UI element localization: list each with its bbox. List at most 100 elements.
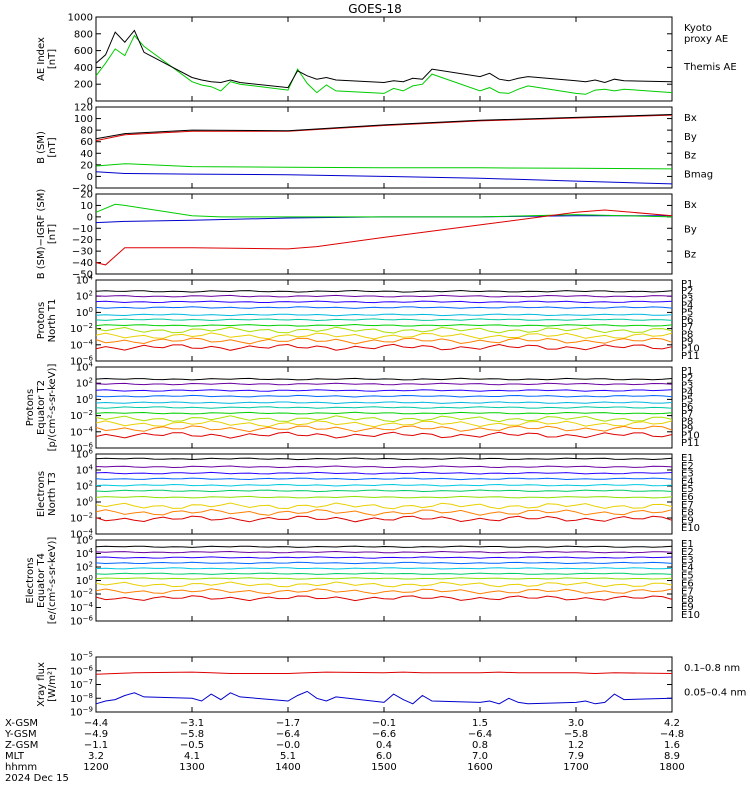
y-tick-label: 120 [74, 103, 93, 114]
y-tick-label: 102 [76, 377, 93, 390]
x-row-value: 4.1 [184, 751, 200, 762]
x-row-value: 3.2 [88, 751, 104, 762]
legend-label: Kyoto [684, 23, 712, 34]
channel-label: E2 [681, 547, 694, 558]
y-axis-label: ProtonsNorth T1 [36, 299, 58, 343]
series-line-0-05-0-4-nm [95, 690, 673, 705]
channel-line-e9 [95, 588, 673, 595]
channel-line-e7 [95, 577, 673, 580]
y-tick-label: 10−6 [70, 355, 94, 368]
y-tick-label: 10−6 [70, 442, 94, 455]
legend-label: Bz [684, 249, 696, 260]
x-row-value: 1300 [179, 762, 204, 773]
y-tick-label: −50 [72, 270, 93, 281]
series-line-kyoto-proxy-ae [95, 34, 673, 95]
legend-label: 0.05–0.4 nm [684, 688, 746, 699]
y-tick-label: 10 [80, 201, 93, 212]
y-tick-label: 40 [80, 149, 93, 160]
y-tick-label: 102 [76, 561, 93, 574]
y-tick-label: −20 [72, 235, 93, 246]
x-row-value: 7.0 [472, 751, 488, 762]
channel-label: E3 [681, 469, 694, 480]
channel-label: E4 [681, 476, 694, 487]
y-tick-label: 106 [76, 534, 94, 547]
y-tick-label: 0 [87, 172, 93, 183]
channel-line-e2 [95, 550, 673, 554]
x-row-value: 1400 [275, 762, 300, 773]
channel-label: P8 [681, 416, 693, 427]
y-tick-label: 100 [76, 496, 93, 509]
y-tick-label: 10−7 [70, 678, 93, 691]
y-tick-label: 800 [74, 29, 93, 40]
y-tick-label: −40 [72, 258, 93, 269]
channel-label: P8 [681, 329, 693, 340]
y-tick-label: 106 [76, 448, 94, 461]
y-axis-label: ProtonsEquator T2[p/(cm²-s-sr-keV)] [25, 364, 58, 452]
x-row-value: 1500 [371, 762, 396, 773]
y-tick-label: 10−5 [70, 651, 93, 664]
x-row-value: 1.6 [664, 740, 680, 751]
channel-line-e3 [95, 556, 673, 559]
y-axis-label: ElectronsNorth T3 [36, 471, 58, 517]
channel-line-e5 [95, 567, 673, 570]
x-row-value: −6.4 [468, 729, 492, 740]
legend-label: Bx [684, 200, 697, 211]
channel-line-p4 [95, 394, 673, 398]
series-line-by [95, 163, 673, 170]
y-tick-label: 100 [76, 574, 93, 587]
channel-line-e5 [95, 483, 673, 487]
channel-line-p5 [95, 401, 673, 405]
y-axis-label: AE Index[nT] [36, 37, 58, 81]
channel-line-p2 [95, 382, 673, 386]
y-tick-label: 10−4 [70, 338, 94, 351]
y-tick-label: 100 [76, 393, 93, 406]
channel-label: E10 [681, 610, 700, 621]
x-row-value: −5.8 [564, 729, 588, 740]
channel-label: P1 [681, 279, 693, 290]
y-axis-label: Xray flux[W/m²] [36, 662, 58, 707]
channel-line-p11 [95, 343, 673, 351]
y-tick-label: 102 [76, 290, 93, 303]
channel-line-p1 [95, 289, 673, 293]
x-row-value: 1700 [563, 762, 588, 773]
channel-line-p6 [95, 318, 673, 322]
series-line-themis-ae [95, 29, 673, 89]
x-row-label: Y-GSM [4, 729, 37, 740]
channel-line-e6 [95, 489, 673, 493]
y-tick-label: 104 [76, 547, 94, 560]
channel-label: P7 [681, 409, 693, 420]
y-tick-label: 10−6 [70, 615, 94, 628]
channel-label: P9 [681, 423, 693, 434]
panel-frame [95, 16, 673, 102]
panel-frame [95, 193, 673, 275]
x-row-value: −0.0 [276, 740, 300, 751]
x-row-value: 0.4 [376, 740, 392, 751]
x-row-value: −6.6 [372, 729, 396, 740]
x-row-value: 7.9 [568, 751, 584, 762]
channel-label: P5 [681, 308, 693, 319]
legend-label: Bx [684, 113, 697, 124]
legend-label: By [684, 132, 697, 143]
panel-xray: 10−510−610−710−810−9 Xray flux[W/m²] 0.1–0… [36, 651, 746, 719]
y-tick-label: 20 [80, 160, 93, 171]
channel-line-p6 [95, 406, 673, 409]
channel-label: E5 [681, 571, 694, 582]
x-row-value: 5.1 [280, 751, 296, 762]
x-row-value: −5.8 [180, 729, 204, 740]
y-tick-label: 100 [76, 306, 93, 319]
x-row-value: −3.1 [180, 718, 204, 729]
channel-label: P4 [681, 301, 693, 312]
legend-label: Bmag [684, 169, 713, 180]
channel-line-p9 [95, 332, 673, 340]
channel-label: E9 [681, 515, 694, 526]
channel-line-p4 [95, 306, 673, 309]
legend-label: Bz [684, 151, 696, 162]
channel-line-p10 [95, 425, 673, 433]
channel-line-e8 [95, 502, 673, 510]
y-tick-label: 10−4 [70, 425, 94, 438]
channel-line-e4 [95, 561, 673, 565]
channel-label: E6 [681, 579, 694, 590]
